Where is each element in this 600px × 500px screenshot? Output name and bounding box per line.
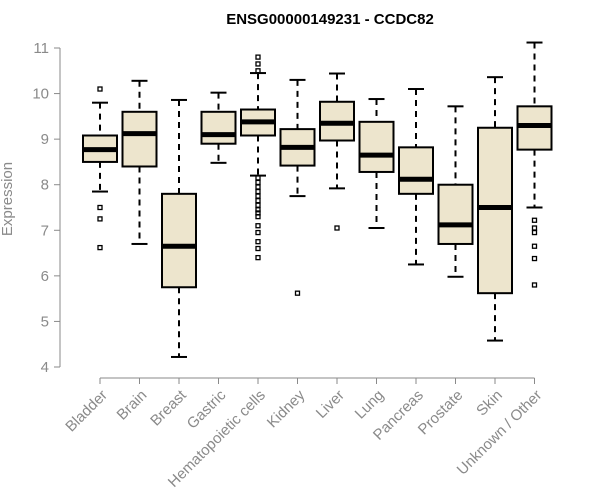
interquartile-box <box>477 126 513 295</box>
outlier-point <box>255 61 261 67</box>
y-tick-label: 5 <box>41 313 49 330</box>
x-tick-label: Kidney <box>264 386 309 431</box>
outlier-point <box>255 184 261 190</box>
outlier-point <box>255 254 261 261</box>
outlier-point <box>294 290 301 296</box>
outlier-point <box>255 213 261 220</box>
box-pancreas <box>398 88 434 266</box>
interquartile-box <box>121 110 158 168</box>
x-tick-label: Skin <box>473 387 506 420</box>
outlier-point <box>255 239 261 245</box>
box-gastric <box>200 91 237 164</box>
box-lung <box>358 98 395 230</box>
y-tick-label: 4 <box>41 359 49 376</box>
x-tick-label: Brain <box>114 387 151 424</box>
y-tick-label: 8 <box>41 177 49 194</box>
y-tick-label: 11 <box>33 40 49 57</box>
outlier-point <box>255 245 261 252</box>
interquartile-box <box>398 146 434 195</box>
interquartile-box <box>516 105 553 151</box>
y-axis: 4 5 6 7 8 9 10 11 <box>32 40 61 376</box>
box-series <box>82 41 553 358</box>
chart-title: ENSG00000149231 - CCDC82 <box>226 11 434 28</box>
outlier-point <box>255 229 261 236</box>
outlier-point <box>255 188 261 195</box>
outlier-point <box>97 204 103 211</box>
interquartile-box <box>358 120 395 173</box>
outlier-point <box>255 202 261 208</box>
outlier-point <box>255 198 261 204</box>
box-skin <box>477 76 513 342</box>
x-tick-label: Bladder <box>62 387 111 436</box>
interquartile-box <box>437 183 474 245</box>
outlier-point <box>531 255 538 262</box>
y-tick-label: 10 <box>32 86 49 103</box>
outlier-point <box>255 207 261 213</box>
interquartile-box <box>161 192 197 289</box>
y-axis-title: Expression <box>0 162 16 236</box>
outlier-point <box>531 225 538 231</box>
outlier-point <box>334 225 340 231</box>
box-brain <box>121 79 158 245</box>
interquartile-box <box>200 110 237 145</box>
outlier-point <box>97 86 103 92</box>
y-tick-label: 7 <box>41 222 49 239</box>
outlier-point <box>255 54 261 60</box>
box-unknown-other <box>516 41 553 288</box>
outlier-point <box>531 282 538 288</box>
box-prostate <box>437 105 474 278</box>
outlier-point <box>531 217 538 223</box>
outlier-point <box>97 216 103 222</box>
x-tick-label: Lung <box>352 387 388 423</box>
outlier-point <box>255 193 261 199</box>
outlier-point <box>255 179 261 186</box>
box-breast <box>161 98 197 358</box>
outlier-point <box>531 229 538 236</box>
outlier-point <box>255 223 261 229</box>
outlier-point <box>531 243 538 249</box>
outlier-point <box>255 175 261 181</box>
outlier-point <box>97 244 103 251</box>
box-kidney <box>279 78 316 296</box>
y-tick-label: 9 <box>41 131 49 148</box>
box-hematopoietic-cells <box>240 54 276 261</box>
y-tick-label: 6 <box>41 268 49 285</box>
x-tick-label: Liver <box>313 387 348 422</box>
x-tick-label: Breast <box>147 386 190 429</box>
box-bladder <box>82 86 118 251</box>
outlier-point <box>255 68 261 74</box>
box-liver <box>319 72 355 231</box>
